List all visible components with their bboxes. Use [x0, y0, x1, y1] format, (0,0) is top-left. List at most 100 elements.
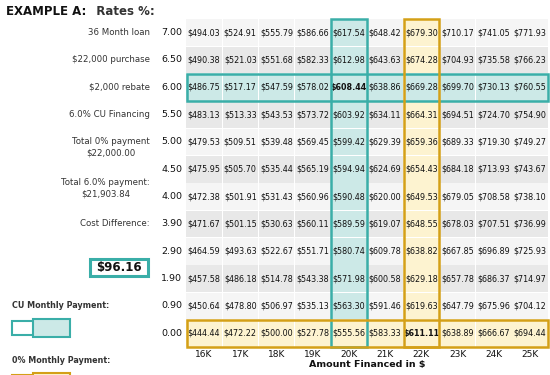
Bar	[404, 265, 439, 292]
Text: $634.11: $634.11	[369, 110, 402, 119]
Text: $535.13: $535.13	[296, 302, 329, 310]
Text: $563.30: $563.30	[333, 302, 365, 310]
Text: $704.93: $704.93	[441, 56, 474, 64]
Text: $573.72: $573.72	[296, 110, 329, 119]
Text: $603.92: $603.92	[333, 110, 365, 119]
Text: $714.97: $714.97	[514, 274, 546, 283]
Bar	[223, 320, 258, 347]
Bar	[367, 101, 403, 128]
Bar	[295, 265, 331, 292]
Text: CU Monthly Payment:: CU Monthly Payment:	[12, 301, 109, 310]
Text: $675.96: $675.96	[477, 302, 510, 310]
Text: 4.00: 4.00	[161, 192, 182, 201]
Text: $583.33: $583.33	[369, 329, 402, 338]
Bar	[404, 320, 439, 347]
Bar	[223, 211, 258, 237]
Text: $471.67: $471.67	[188, 219, 221, 228]
Text: $524.91: $524.91	[224, 28, 257, 37]
Bar	[404, 211, 439, 237]
Bar	[186, 74, 222, 101]
Text: $736.99: $736.99	[514, 219, 546, 228]
Bar	[512, 46, 548, 74]
Bar	[476, 101, 512, 128]
Bar	[258, 156, 294, 183]
Text: $590.48: $590.48	[333, 192, 365, 201]
Bar	[512, 19, 548, 46]
Text: $479.53: $479.53	[188, 138, 221, 147]
Text: $535.44: $535.44	[260, 165, 293, 174]
Bar	[476, 74, 512, 101]
Text: $694.44: $694.44	[514, 329, 546, 338]
Bar	[367, 19, 403, 46]
Bar	[186, 320, 222, 347]
Bar	[331, 320, 367, 347]
Bar	[512, 183, 548, 210]
Text: $724.70: $724.70	[477, 110, 510, 119]
Text: $506.97: $506.97	[260, 302, 293, 310]
Bar	[258, 183, 294, 210]
Text: $569.45: $569.45	[296, 138, 329, 147]
Text: $619.63: $619.63	[405, 302, 438, 310]
Text: $664.31: $664.31	[405, 110, 438, 119]
Bar	[404, 320, 439, 347]
Bar	[186, 265, 222, 292]
Bar	[186, 211, 222, 237]
Bar	[367, 46, 403, 74]
Text: $674.28: $674.28	[405, 56, 438, 64]
Bar	[186, 320, 547, 347]
Bar	[223, 183, 258, 210]
Bar	[331, 19, 367, 46]
Bar	[295, 292, 331, 320]
Text: $565.19: $565.19	[296, 165, 329, 174]
Bar	[33, 374, 70, 375]
Text: Total 0% payment
$22,000.00: Total 0% payment $22,000.00	[72, 137, 150, 158]
Bar	[512, 129, 548, 155]
Text: $2,000 rebate: $2,000 rebate	[89, 83, 150, 92]
Bar	[331, 129, 367, 155]
Bar	[186, 238, 222, 265]
Text: $551.71: $551.71	[296, 247, 329, 256]
Text: $719.30: $719.30	[477, 138, 510, 147]
Bar	[258, 320, 294, 347]
Bar	[439, 183, 475, 210]
Bar	[439, 320, 475, 347]
Text: $594.94: $594.94	[332, 165, 365, 174]
Text: 0% Monthly Payment:: 0% Monthly Payment:	[12, 356, 111, 365]
Bar	[33, 319, 70, 337]
Bar	[258, 292, 294, 320]
Text: $475.95: $475.95	[188, 165, 221, 174]
Bar	[186, 183, 222, 210]
Bar	[331, 46, 367, 74]
Bar	[331, 292, 367, 320]
Text: $749.27: $749.27	[513, 138, 546, 147]
Text: $612.98: $612.98	[333, 56, 365, 64]
Text: $684.18: $684.18	[441, 165, 474, 174]
Bar	[439, 211, 475, 237]
Bar	[258, 265, 294, 292]
Bar	[404, 156, 439, 183]
Bar	[331, 183, 367, 210]
Text: $444.44: $444.44	[188, 329, 221, 338]
Text: $464.59: $464.59	[188, 247, 221, 256]
Bar	[404, 265, 439, 292]
Bar	[258, 101, 294, 128]
Bar	[331, 238, 367, 265]
Bar	[258, 74, 294, 101]
Text: $679.05: $679.05	[441, 192, 474, 201]
Text: $704.12: $704.12	[514, 302, 546, 310]
Text: $741.05: $741.05	[477, 28, 510, 37]
Bar	[404, 183, 439, 210]
Text: $22,000 purchase: $22,000 purchase	[72, 56, 150, 64]
Bar	[223, 238, 258, 265]
Bar	[404, 19, 439, 46]
Text: $555.79: $555.79	[260, 28, 293, 37]
Text: $521.03: $521.03	[224, 56, 257, 64]
Bar	[476, 238, 512, 265]
Bar	[476, 156, 512, 183]
Bar	[223, 156, 258, 183]
Bar	[439, 238, 475, 265]
Bar	[331, 156, 367, 183]
Text: $708.58: $708.58	[477, 192, 510, 201]
Bar	[331, 74, 367, 101]
Bar	[476, 320, 512, 347]
